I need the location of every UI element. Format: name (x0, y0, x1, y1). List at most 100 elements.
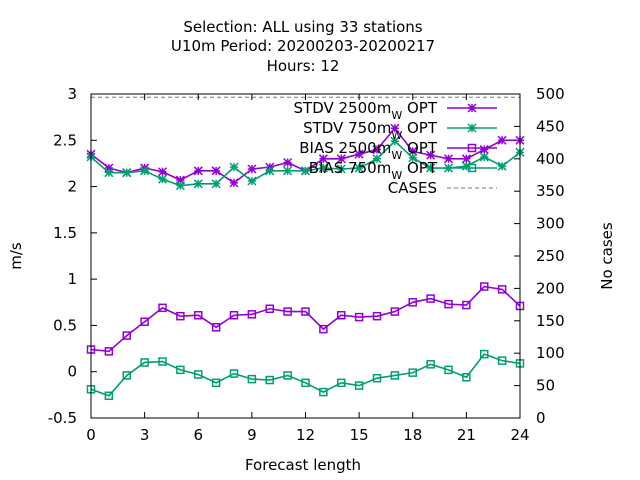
data-point (265, 166, 275, 176)
y-tick-label: 3 (67, 85, 77, 103)
data-point (372, 311, 382, 321)
data-point (354, 149, 364, 159)
data-point (390, 123, 400, 133)
legend-marker (467, 143, 477, 153)
axes-layer: 0 3 6 9 12 15 18 21 24 -0.5 0 0.5 1 1.5 2 2.5 3 0 50 100 150… (48, 85, 565, 444)
legend-label-main: STDV 750m (303, 119, 391, 137)
legend-entry-3: BIAS 750mW OPT (309, 159, 497, 182)
y-tick-label: 1 (67, 270, 77, 288)
data-point (337, 378, 346, 388)
data-point (497, 285, 507, 294)
data-point (194, 370, 203, 379)
data-point (265, 375, 274, 385)
legend-label: CASES (388, 179, 437, 197)
legend-label-sub: W (391, 129, 402, 142)
data-point (319, 324, 328, 334)
data-point (122, 168, 132, 178)
data-point (426, 294, 435, 303)
data-point (372, 145, 382, 155)
x-tick-label: 18 (403, 426, 422, 444)
legend-label-sub: W (391, 169, 402, 182)
data-point (211, 166, 221, 176)
data-point (175, 181, 185, 191)
data-point (461, 154, 471, 164)
data-point (140, 317, 149, 326)
x-tick-label: 15 (350, 426, 369, 444)
x-tick-label: 9 (247, 426, 257, 444)
data-point (157, 174, 168, 184)
data-point (300, 166, 311, 176)
y2-tick-label: 500 (536, 85, 565, 103)
y2-axis-label: No cases (598, 222, 616, 290)
data-point (247, 310, 257, 319)
data-point (158, 303, 167, 313)
data-point (283, 166, 293, 176)
data-point (444, 299, 453, 309)
y2-tick-label: 50 (536, 377, 555, 395)
data-point (318, 154, 328, 164)
data-point (337, 310, 346, 320)
data-point (140, 166, 150, 176)
data-point (408, 146, 418, 156)
legend-label-main: STDV 2500m (294, 99, 392, 117)
data-point (497, 161, 507, 171)
y2-tick-label: 250 (536, 247, 565, 265)
x-tick-label: 6 (193, 426, 203, 444)
data-point (193, 166, 203, 176)
data-point (283, 307, 292, 316)
legend-label: BIAS 750mW OPT (309, 159, 438, 182)
data-point (301, 378, 310, 388)
series-line (90, 353, 521, 397)
y-tick-label: 0.5 (53, 316, 77, 334)
y-tick-label: 0 (67, 363, 77, 381)
data-point (158, 357, 167, 366)
legend-label-tail: OPT (402, 99, 438, 117)
x-tick-label: 24 (510, 426, 529, 444)
data-point (265, 304, 274, 314)
series-line (90, 285, 521, 353)
data-point (229, 178, 239, 188)
y2-tick-label: 450 (536, 117, 565, 135)
legend-label-main: BIAS 750m (309, 159, 392, 177)
data-point (479, 152, 489, 162)
y2-tick-label: 200 (536, 279, 565, 297)
data-point (211, 378, 221, 388)
x-axis-label: Forecast length (245, 456, 361, 474)
data-point (479, 145, 489, 155)
data-point (176, 365, 185, 375)
legend-entry-1: STDV 750mW OPT (303, 119, 497, 142)
data-point (354, 163, 364, 173)
chart-title: Selection: ALL using 33 stations U10m Pe… (171, 18, 435, 75)
data-point (301, 307, 310, 316)
x-tick-label: 0 (86, 426, 96, 444)
legend-marker (467, 123, 477, 133)
y2-tick-label: 0 (536, 409, 546, 427)
data-point (229, 369, 239, 378)
data-point (372, 154, 382, 164)
data-point (193, 179, 203, 189)
series-2 (86, 282, 525, 356)
data-point (408, 153, 418, 163)
y-tick-label: 2.5 (53, 131, 77, 149)
data-point (175, 175, 185, 185)
data-point (426, 163, 436, 173)
y2-tick-label: 300 (536, 215, 565, 233)
legend-marker (467, 163, 477, 173)
y-axis-label: m/s (7, 242, 25, 270)
data-point (104, 347, 114, 356)
data-point (390, 307, 400, 316)
legend-label: STDV 750mW OPT (303, 119, 438, 142)
legend-label: BIAS 2500mW OPT (299, 139, 438, 162)
y2-tick-label: 100 (536, 344, 565, 362)
data-point (372, 373, 382, 383)
legend-label: STDV 2500mW OPT (294, 99, 438, 122)
legend-label-main: CASES (388, 179, 437, 197)
data-point (319, 387, 328, 397)
data-point (247, 374, 257, 384)
series-3 (86, 349, 525, 401)
data-point (354, 312, 364, 322)
data-point (408, 368, 417, 377)
data-point (443, 154, 454, 164)
legend-label-tail: OPT (402, 139, 438, 157)
data-point (247, 164, 257, 174)
